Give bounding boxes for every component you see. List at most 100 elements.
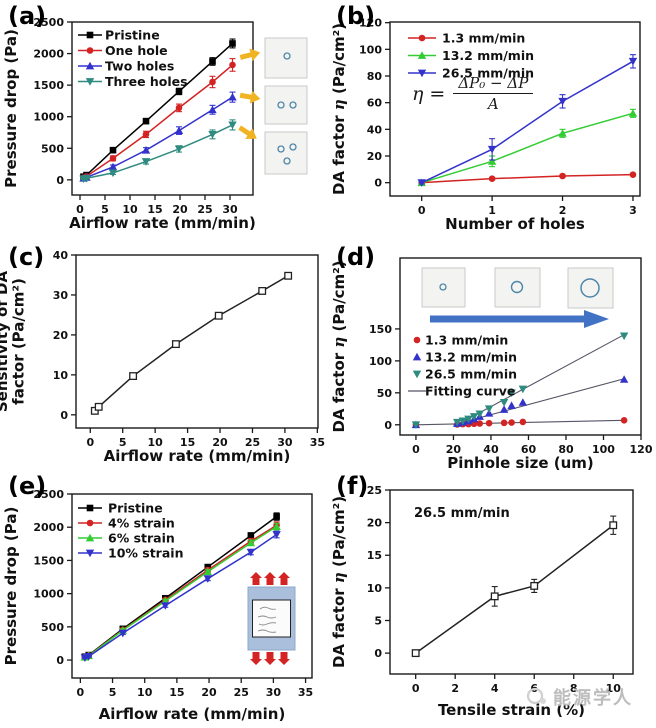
svg-text:0: 0 — [374, 177, 382, 190]
svg-text:Fitting curve: Fitting curve — [425, 384, 515, 399]
svg-text:1.3 mm/min: 1.3 mm/min — [425, 333, 508, 348]
svg-text:30: 30 — [53, 289, 69, 302]
svg-text:100: 100 — [369, 355, 392, 368]
y-axis-label: Sensitivity of DA — [0, 270, 11, 412]
flow-rate-annotation: 26.5 mm/min — [414, 506, 510, 521]
svg-text:13.2 mm/min: 13.2 mm/min — [425, 350, 517, 365]
svg-text:15: 15 — [169, 686, 184, 699]
svg-text:25: 25 — [245, 436, 260, 449]
svg-text:0: 0 — [412, 682, 420, 695]
svg-text:10: 10 — [137, 686, 153, 699]
svg-text:20: 20 — [367, 150, 383, 163]
axes-frame — [75, 254, 319, 429]
panel-b: (b) 0 1 2 3 0 20 40 60 80 100 120 Number of holes DA… — [328, 0, 656, 235]
watermark-text: 能源学人 — [553, 688, 633, 709]
chart-e: 0 5 10 15 20 25 30 35 0 500 1000 1500 2000 2500 Airflo… — [2, 488, 313, 723]
chart-b: 0 1 2 3 0 20 40 60 80 100 120 Number of holes DA fac… — [330, 17, 641, 233]
x-axis: 0 20 40 60 80 100 120 — [412, 435, 653, 456]
legend: 1.3 mm/min 13.2 mm/min 26.5 mm/min Fitting … — [408, 333, 517, 399]
x-axis-label: Airflow rate (mm/min) — [69, 214, 256, 232]
svg-text:2000: 2000 — [33, 521, 64, 534]
svg-text:15: 15 — [180, 436, 195, 449]
svg-text:0: 0 — [77, 686, 85, 699]
svg-text:30: 30 — [222, 203, 238, 216]
x-axis-label: Pinhole size (um) — [447, 454, 594, 470]
svg-text:80: 80 — [558, 443, 574, 456]
y-axis-label: factor (Pa/cm²) — [10, 278, 28, 405]
svg-text:20: 20 — [367, 517, 383, 530]
x-axis: 0 5 10 15 20 25 30 35 — [86, 428, 325, 449]
svg-text:1000: 1000 — [33, 111, 64, 124]
svg-text:25: 25 — [367, 484, 382, 497]
svg-text:0: 0 — [76, 203, 84, 216]
series-26-5-mm-min — [411, 515, 618, 658]
svg-text:60: 60 — [367, 97, 383, 110]
svg-text:20: 20 — [201, 686, 217, 699]
axes-frame — [389, 21, 641, 197]
y-axis: 0 20 40 60 80 100 120 — [359, 17, 390, 190]
svg-text:5: 5 — [109, 686, 117, 699]
svg-text:120: 120 — [630, 443, 653, 456]
svg-text:2: 2 — [559, 204, 567, 217]
x-axis: 0 1 2 3 — [418, 196, 637, 217]
y-axis-label: Pressure drop (Pa) — [2, 29, 20, 188]
svg-text:2: 2 — [451, 682, 459, 695]
svg-text:20: 20 — [53, 329, 69, 342]
svg-text:5: 5 — [119, 436, 127, 449]
chart-a: 0 5 10 15 20 25 30 0 500 1000 1500 2000 2500 Airflow … — [2, 16, 256, 232]
x-axis-label: Airflow rate (mm/min) — [99, 705, 286, 723]
svg-text:20: 20 — [212, 436, 228, 449]
svg-text:500: 500 — [41, 621, 64, 634]
legend: 1.3 mm/min 13.2 mm/min 26.5 mm/min — [408, 31, 534, 81]
svg-text:0: 0 — [56, 174, 64, 187]
formula-lhs: η = — [412, 82, 446, 105]
panel-a: (a) 0 5 10 15 20 25 30 0 500 1000 1500 2000 2500 Airf… — [0, 0, 328, 235]
formula-fraction: ΔP₀ − ΔP A — [453, 74, 534, 113]
y-axis-label: DA factor η (Pa/cm²) — [330, 260, 348, 432]
axes-frame — [71, 493, 313, 679]
y-axis: 0 500 1000 1500 2000 2500 — [33, 488, 72, 667]
chart-d: 0 20 40 60 80 100 120 0 50 100 150 Pinhole size (um… — [330, 257, 653, 470]
svg-text:40: 40 — [367, 123, 383, 136]
svg-text:Pristine: Pristine — [108, 501, 163, 516]
svg-text:5: 5 — [374, 614, 382, 627]
svg-text:50: 50 — [377, 387, 393, 400]
svg-text:0: 0 — [56, 654, 64, 667]
svg-text:120: 120 — [359, 17, 382, 30]
svg-text:1000: 1000 — [33, 588, 64, 601]
svg-text:3: 3 — [629, 204, 637, 217]
svg-text:1500: 1500 — [33, 79, 64, 92]
svg-text:1.3 mm/min: 1.3 mm/min — [442, 31, 525, 46]
svg-text:Three holes: Three holes — [105, 74, 188, 89]
svg-text:10: 10 — [367, 582, 383, 595]
svg-text:20: 20 — [446, 443, 462, 456]
svg-text:40: 40 — [483, 443, 499, 456]
panel-label-d: (d) — [336, 243, 376, 271]
panel-label-f: (f) — [336, 472, 369, 500]
svg-text:10: 10 — [147, 436, 163, 449]
svg-text:6% strain: 6% strain — [108, 531, 175, 546]
svg-text:5: 5 — [101, 203, 109, 216]
svg-text:0: 0 — [374, 647, 382, 660]
panel-e: (e) 0 5 10 15 20 25 30 35 0 500 1000 1500 2000 2500 Ai… — [0, 470, 328, 728]
series-sensitivity — [90, 271, 293, 415]
svg-text:One hole: One hole — [105, 43, 168, 58]
svg-text:15: 15 — [367, 549, 382, 562]
svg-text:2500: 2500 — [33, 16, 64, 29]
panel-c: (c) 0 5 10 15 20 25 30 35 0 10 20 30 40 Airflow rate … — [0, 235, 328, 470]
x-axis: 0 5 10 15 20 25 30 — [76, 195, 238, 216]
axes-frame — [389, 489, 634, 675]
svg-text:10: 10 — [606, 682, 622, 695]
svg-text:100: 100 — [592, 443, 615, 456]
panel-d: (d) 0 20 40 60 80 100 120 0 50 100 150 Pinhole size… — [328, 235, 656, 470]
y-axis-label: DA factor η (Pa/cm²) — [330, 496, 348, 668]
svg-text:0: 0 — [60, 409, 68, 422]
chart-c: 0 5 10 15 20 25 30 35 0 10 20 30 40 Airflow rate (mm/… — [0, 249, 325, 465]
svg-text:4: 4 — [491, 682, 499, 695]
svg-text:150: 150 — [369, 323, 392, 336]
y-axis-label: Pressure drop (Pa) — [2, 507, 20, 666]
panel-label-b: (b) — [336, 2, 376, 30]
